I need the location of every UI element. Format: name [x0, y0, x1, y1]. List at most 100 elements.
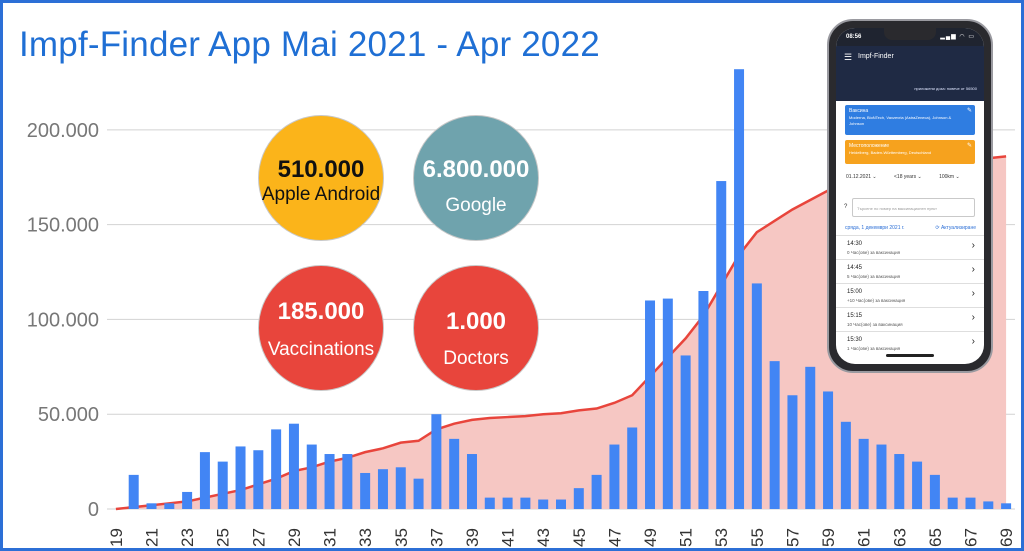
stat-bubble-google: 6.800.000 Google	[413, 115, 539, 241]
stat-label: Doctors	[443, 348, 509, 369]
selected-date: сряда, 1 декември 2021 г.	[845, 225, 905, 231]
age-dropdown[interactable]: <18 years ⌄	[894, 174, 922, 180]
slot-time: 15:15	[847, 313, 863, 319]
x-tick-label: 49	[641, 528, 660, 547]
signal-wifi-battery-icon: ▂▄▆ ◠ ▭	[940, 34, 975, 40]
stat-value: 6.800.000	[422, 156, 530, 183]
x-tick-label: 47	[605, 528, 624, 547]
weekly-bar	[253, 450, 264, 509]
weekly-bar	[912, 461, 923, 509]
weekly-bar	[894, 454, 905, 509]
app-header: ☰ Impf-Finder приложени доза: повече от …	[836, 46, 984, 101]
location-card-body: Heidelberg, Baden-Württemberg, Deutschla…	[849, 150, 932, 155]
x-tick-label: 25	[214, 528, 233, 547]
y-tick-label: 200.000	[27, 120, 99, 142]
weekly-bar	[769, 361, 780, 509]
time-slot-item[interactable]: 15:30 1 Час(ове) за ваксинация ›	[836, 331, 984, 355]
stat-value: 1.000	[445, 308, 507, 335]
weekly-bar	[288, 423, 299, 509]
edit-pencil-icon[interactable]: ✎	[966, 143, 972, 149]
time-slot-item[interactable]: 14:30 0 Час(ове) за ваксинация ›	[836, 235, 984, 259]
weekly-bar	[182, 491, 193, 509]
x-tick-label: 61	[855, 528, 874, 547]
search-input[interactable]: Търсене по номер на ваксинационен пункт	[852, 198, 975, 217]
slot-status: 10 Час(ове) за ваксинация	[847, 322, 903, 327]
x-tick-label: 63	[890, 528, 909, 547]
weekly-bar	[698, 291, 709, 509]
chevron-right-icon: ›	[971, 336, 975, 347]
weekly-bar	[680, 355, 691, 509]
app-subtitle: приложени доза: повече от 56500	[914, 86, 977, 91]
stat-label: Google	[445, 195, 507, 216]
slot-time: 14:30	[847, 241, 863, 247]
x-tick-label: 57	[783, 528, 802, 547]
weekly-bar	[306, 444, 317, 509]
hamburger-menu-icon[interactable]: ☰	[844, 52, 853, 62]
weekly-bar	[965, 497, 976, 509]
weekly-bar	[627, 427, 638, 509]
weekly-bar	[751, 283, 762, 509]
weekly-bar	[449, 438, 460, 509]
phone-notch	[884, 28, 936, 40]
weekly-bar	[573, 488, 584, 509]
filter-row: 01.12.2021 ⌄ <18 years ⌄ 100km ⌄	[846, 174, 976, 180]
x-tick-label: 27	[249, 528, 268, 547]
x-tick-label: 33	[356, 528, 375, 547]
weekly-bar	[787, 395, 798, 509]
x-tick-label: 37	[427, 528, 446, 547]
chevron-right-icon: ›	[971, 288, 975, 299]
x-tick-label: 59	[819, 528, 838, 547]
vaccine-card-body: Moderna, BioNTech, Vaxzevria (AstraZenec…	[849, 115, 952, 126]
weekly-bar	[556, 499, 566, 509]
radius-dropdown[interactable]: 100km ⌄	[939, 174, 960, 180]
vaccine-filter-card[interactable]: Ваксина Moderna, BioNTech, Vaxzevria (As…	[845, 105, 975, 135]
edit-pencil-icon[interactable]: ✎	[966, 108, 972, 114]
x-tick-label: 19	[107, 528, 126, 547]
weekly-bar	[395, 467, 406, 509]
x-tick-label: 29	[285, 528, 304, 547]
weekly-bar	[413, 478, 424, 509]
weekly-bar	[146, 503, 157, 509]
phone-mockup: 08:56 ▂▄▆ ◠ ▭ ☰ Impf-Finder приложени до…	[827, 19, 993, 373]
stat-value: 185.000	[277, 298, 365, 325]
time-slot-item[interactable]: 15:00 +10 Час(ове) за ваксинация ›	[836, 283, 984, 307]
weekly-bar	[431, 414, 442, 509]
x-tick-label: 67	[961, 528, 980, 547]
stat-value: 510.000	[277, 156, 365, 183]
slot-status: 5 Час(ове) за ваксинация	[847, 274, 901, 279]
weekly-bar	[858, 438, 869, 509]
date-dropdown[interactable]: 01.12.2021 ⌄	[846, 174, 877, 180]
weekly-bar	[520, 497, 531, 509]
x-tick-label: 65	[926, 528, 945, 547]
chevron-right-icon: ›	[971, 240, 975, 251]
weekly-bar	[983, 501, 994, 509]
time-slot-item[interactable]: 14:45 5 Час(ове) за ваксинация ›	[836, 259, 984, 283]
slot-status: +10 Час(ове) за ваксинация	[847, 298, 906, 303]
weekly-bar	[342, 454, 353, 509]
weekly-bar	[502, 497, 513, 509]
chevron-right-icon: ›	[971, 264, 975, 275]
x-tick-label: 39	[463, 528, 482, 547]
page-title: Impf-Finder App Mai 2021 - Apr 2022	[19, 25, 600, 64]
weekly-bar	[377, 469, 388, 509]
y-tick-label: 150.000	[27, 215, 99, 237]
refresh-button[interactable]: ⟳ Актуализиране	[935, 225, 976, 231]
time-slot-item[interactable]: 15:15 10 Час(ове) за ваксинация ›	[836, 307, 984, 331]
weekly-bar	[538, 499, 549, 509]
x-tick-label: 41	[499, 528, 518, 547]
x-tick-label: 43	[534, 528, 553, 547]
x-tick-label: 55	[748, 528, 767, 547]
weekly-bar	[466, 454, 477, 509]
x-tick-label: 51	[677, 528, 696, 547]
weekly-bar	[840, 421, 851, 509]
weekly-bar	[199, 452, 210, 509]
phone-screen: 08:56 ▂▄▆ ◠ ▭ ☰ Impf-Finder приложени до…	[836, 28, 984, 364]
weekly-bar	[645, 300, 656, 509]
x-tick-label: 21	[143, 528, 162, 547]
x-tick-label: 45	[570, 528, 589, 547]
help-icon[interactable]: ?	[844, 204, 848, 210]
stat-bubble-doctors: 1.000 Doctors	[413, 265, 539, 391]
location-filter-card[interactable]: Местоположение Heidelberg, Baden-Württem…	[845, 140, 975, 164]
weekly-bar	[947, 497, 958, 509]
